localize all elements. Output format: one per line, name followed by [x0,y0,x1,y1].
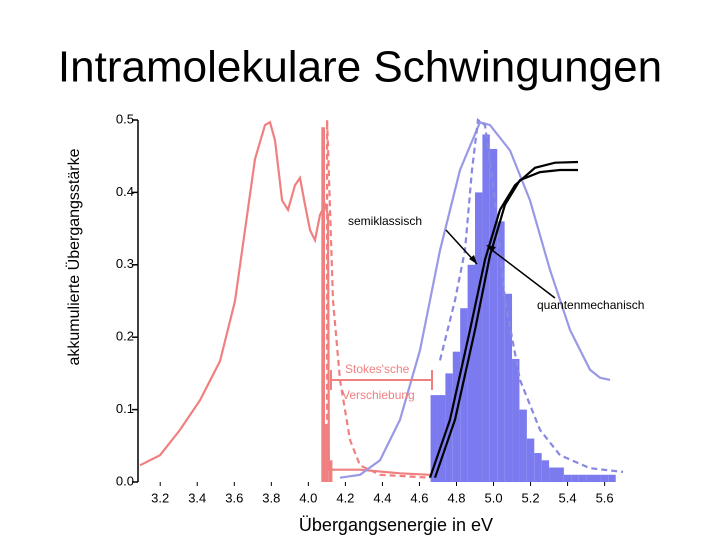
x-tick-label: 5.0 [484,490,502,505]
histogram-bar [482,134,490,483]
histogram-bar [475,192,483,482]
histogram-bar [512,358,520,482]
histogram-bar [586,474,594,482]
stokes-bracket [330,370,433,390]
x-tick-label: 3.8 [262,490,280,505]
histogram-bar [578,474,587,482]
histogram-bar [593,474,601,482]
x-tick-label: 4.4 [373,490,391,505]
x-tick-label: 5.6 [596,490,614,505]
histogram-bar [445,373,453,482]
histogram-bar [571,474,579,482]
x-tick-label: 4.2 [336,490,354,505]
x-tick-label: 3.6 [225,490,243,505]
arrowhead [469,255,477,264]
histogram-bar [549,467,557,482]
line [433,168,578,479]
x-tick-label: 5.4 [559,490,577,505]
histogram-bar [437,395,446,482]
x-tick-label: 4.6 [410,490,428,505]
line [139,120,431,476]
y-tick-label: 0.5 [116,111,134,126]
arrowhead [486,245,496,252]
histogram-bar [541,460,550,482]
annotations: semiklassisch quantenmechanisch Stokes's… [330,214,644,402]
histogram-bar [526,438,535,482]
y-tick-label: 0.3 [116,256,134,271]
chart-title: Intramolekulare Schwingungen [58,43,662,92]
histogram-bar [534,453,542,482]
line [428,160,579,479]
histogram-bar [608,474,616,482]
histogram-bar [467,264,476,482]
line [339,120,611,479]
arrow [487,246,556,299]
histogram-bar [600,474,609,482]
histogram-bar [489,148,498,482]
histogram-bar [519,409,527,482]
histogram-bar [497,221,505,483]
x-tick-label: 4.0 [299,490,317,505]
annotation: Verschiebung [342,388,415,402]
x-tick-label: 3.4 [188,490,206,505]
histogram-bar [460,308,468,482]
histogram-bar [325,424,329,482]
histogram-bar [328,460,333,482]
x-tick-label: 3.2 [151,490,169,505]
x-axis-label: Übergangsenergie in eV [299,515,493,535]
line [326,119,431,480]
histogram-bar [321,127,326,483]
y-axis-label: akkumulierte Übergangsstärke [65,148,83,365]
y-tick-label: 0.0 [116,473,134,488]
y-tick-label: 0.2 [116,329,134,344]
histogram-bar [504,293,513,482]
histogram-bar [430,395,438,482]
x-tick-label: 4.8 [447,490,465,505]
annotation: Stokes'sche [345,362,410,376]
plot: 0.0 0.1 0.2 0.3 0.4 0.5 3.2 3.4 3.6 3.8 4.0 4.2 4.4 4… [116,111,624,505]
annotation: semiklassisch [348,214,422,228]
annotation: quantenmechanisch [537,298,644,312]
histogram-bar [563,474,572,482]
x-tick-label: 5.2 [522,490,540,505]
y-tick-label: 0.1 [116,401,134,416]
y-tick-label: 0.4 [116,184,134,199]
histogram-bar [556,467,564,482]
